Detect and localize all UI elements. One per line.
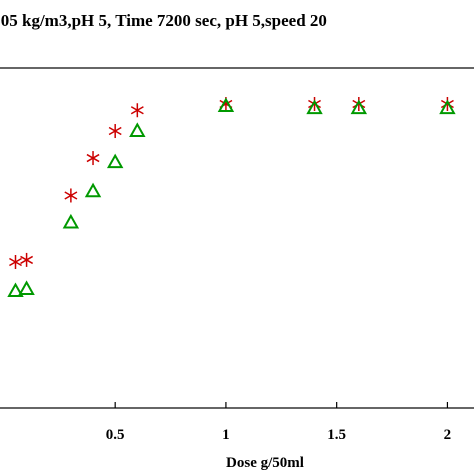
triangle-point: [217, 97, 235, 113]
triangle-point: [106, 153, 124, 169]
plot-frame: [0, 67, 474, 409]
x-tick-label: 1: [222, 427, 230, 443]
triangle-point: [350, 99, 368, 115]
x-tick-label: 1.5: [327, 427, 346, 443]
asterisk-point: [9, 255, 22, 269]
triangle-point: [7, 282, 24, 298]
chart-title: 0.05 kg/m3,pH 5, Time 7200 sec, pH 5,spe…: [0, 11, 327, 30]
asterisk-point: [440, 97, 454, 111]
triangle-point: [84, 182, 102, 198]
triangle-point: [439, 99, 456, 115]
x-axis-ticks: 0.5 1 1.5 2: [106, 402, 451, 443]
asterisk-point: [108, 124, 122, 139]
triangle-point: [306, 99, 323, 115]
triangle-point: [129, 122, 146, 137]
asterisk-point: [86, 151, 100, 166]
triangle-point: [62, 213, 80, 229]
asterisk-point: [20, 252, 34, 267]
triangle-point: [18, 280, 35, 295]
data-points: [7, 97, 456, 298]
x-tick-label: 2: [444, 427, 452, 443]
asterisk-point: [352, 97, 366, 111]
asterisk-point: [308, 97, 321, 111]
x-tick-label: 0.5: [106, 427, 125, 443]
asterisk-point: [130, 103, 144, 118]
x-axis-label: Dose g/50ml: [226, 455, 304, 471]
asterisk-point: [64, 188, 78, 203]
